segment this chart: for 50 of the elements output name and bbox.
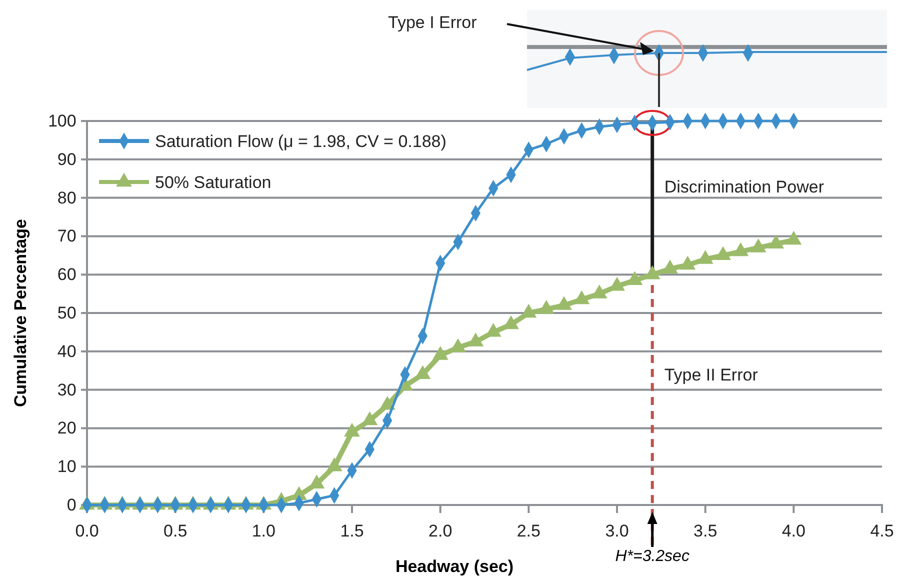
x-axis-title: Headway (sec): [395, 557, 514, 576]
x-tick-label: 2.5: [516, 521, 540, 540]
point: [732, 242, 749, 256]
point: [556, 296, 572, 310]
point: [308, 474, 325, 488]
x-tick-label: 2.0: [428, 521, 452, 540]
y-tick-label: 30: [57, 380, 76, 400]
point: [538, 300, 554, 314]
y-axis-title: Cumulative Percentage: [11, 218, 30, 408]
point: [697, 250, 714, 264]
point: [750, 238, 766, 252]
y-tick-label: 100: [48, 111, 76, 130]
x-tick-label: 1.0: [252, 521, 276, 540]
annotation: Type II Error: [664, 365, 758, 384]
y-tick-label: 60: [57, 265, 76, 284]
y-tick-label: 70: [57, 226, 76, 246]
x-tick-label: 0.0: [75, 521, 99, 540]
legend-label: Saturation Flow (μ = 1.98, CV = 0.188): [155, 132, 446, 151]
text: Type I Error: [388, 13, 478, 32]
point: [414, 365, 431, 380]
point: [432, 346, 448, 360]
point: [591, 284, 608, 298]
point: [644, 265, 660, 280]
y-tick-label: 40: [57, 342, 76, 361]
point: [662, 260, 678, 274]
point: [768, 234, 784, 248]
x-tick-label: 4.0: [782, 521, 806, 540]
point: [326, 457, 342, 472]
annotation: Discrimination Power: [664, 177, 824, 196]
x-tick-label: 3.0: [605, 521, 629, 540]
point: [680, 256, 696, 270]
point: [574, 290, 590, 304]
y-tick-label: 20: [57, 418, 76, 438]
ref-line-label: H*=3.2sec: [615, 548, 690, 565]
x-tick-label: 4.5: [870, 521, 894, 540]
x-tick-label: 1.5: [340, 521, 364, 540]
point: [468, 332, 484, 346]
y-tick-label: 10: [57, 457, 76, 476]
point: [344, 422, 360, 437]
y-tick-label: 0: [66, 495, 76, 514]
y-tick-label: 90: [57, 150, 76, 169]
point: [786, 230, 802, 245]
x-tick-label: 3.5: [694, 521, 718, 540]
legend-label: 50% Saturation: [155, 173, 272, 192]
y-tick-label: 80: [57, 188, 76, 208]
point: [626, 271, 643, 285]
x-tick-label: 0.5: [164, 521, 188, 540]
point: [715, 246, 731, 260]
y-tick-label: 50: [57, 303, 76, 322]
point: [362, 411, 378, 426]
